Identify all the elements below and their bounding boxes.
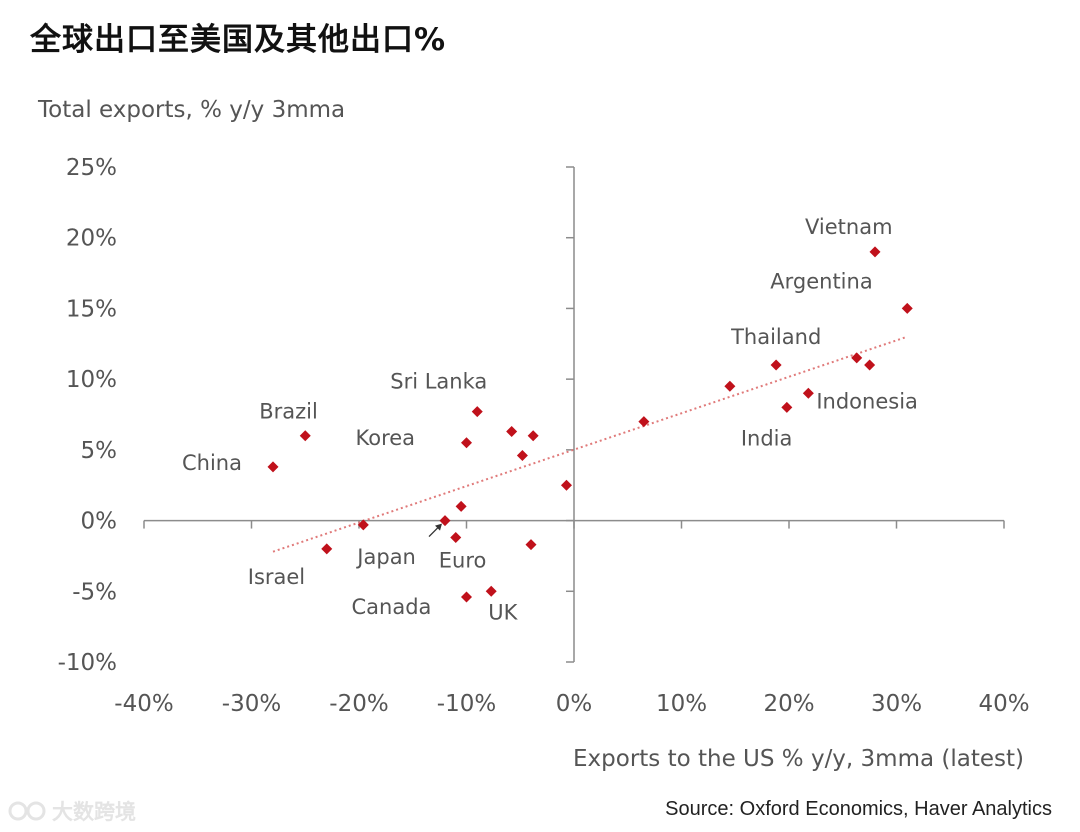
y-tick-label: 10% bbox=[66, 367, 117, 393]
data-point bbox=[869, 246, 881, 258]
trendline-layer bbox=[272, 335, 908, 553]
x-tick-label: -40% bbox=[114, 691, 173, 717]
watermark-logo-icon bbox=[8, 801, 46, 821]
data-point bbox=[461, 591, 472, 603]
data-point bbox=[267, 461, 279, 473]
point-labels-layer: Vietnam Argentina Thailand Indonesia India Br… bbox=[182, 215, 918, 624]
point-label-china: China bbox=[182, 451, 242, 475]
data-point bbox=[781, 401, 793, 413]
scatter-chart: -40% -30% -20% -10% 0% 10% 20% 30% 40% 25% 20% 15% 1… bbox=[37, 97, 1030, 772]
point-label-vietnam: Vietnam bbox=[805, 215, 893, 239]
data-point bbox=[299, 430, 311, 442]
data-point bbox=[439, 515, 451, 527]
data-point bbox=[321, 543, 333, 555]
data-point bbox=[525, 539, 537, 551]
y-tick-label: 25% bbox=[66, 155, 117, 181]
point-label-japan: Japan bbox=[355, 545, 416, 569]
y-tick-label: 5% bbox=[81, 438, 118, 464]
y-tick-label: 0% bbox=[81, 509, 118, 535]
data-point bbox=[485, 585, 497, 597]
x-axis-title: Exports to the US % y/y, 3mma (latest) bbox=[573, 746, 1024, 772]
data-point bbox=[506, 425, 518, 437]
point-label-euro: Euro bbox=[439, 549, 487, 573]
data-point bbox=[638, 416, 650, 428]
point-label-canada: Canada bbox=[352, 595, 432, 619]
watermark: 大数跨境 bbox=[8, 796, 136, 826]
x-tick-label: -30% bbox=[222, 691, 281, 717]
x-tick-label: -20% bbox=[329, 691, 388, 717]
y-tick-label: 20% bbox=[66, 226, 117, 252]
x-tick-label: 0% bbox=[556, 691, 593, 717]
axes: -40% -30% -20% -10% 0% 10% 20% 30% 40% 25% 20% 15% 1… bbox=[58, 155, 1030, 717]
point-label-brazil: Brazil bbox=[259, 400, 318, 424]
data-point bbox=[357, 519, 369, 531]
point-label-israel: Israel bbox=[248, 565, 305, 589]
point-label-indonesia: Indonesia bbox=[816, 389, 918, 413]
data-point bbox=[770, 359, 782, 371]
data-point bbox=[450, 532, 462, 544]
source-note: Source: Oxford Economics, Haver Analytic… bbox=[665, 798, 1052, 820]
point-label-sri-lanka: Sri Lanka bbox=[390, 370, 487, 394]
x-tick-label: 20% bbox=[763, 691, 814, 717]
point-label-india: India bbox=[741, 426, 793, 450]
data-point bbox=[901, 302, 913, 314]
data-point bbox=[527, 430, 539, 442]
x-tick-label: -10% bbox=[437, 691, 496, 717]
data-point bbox=[516, 450, 528, 462]
data-point bbox=[864, 359, 876, 371]
page-title: 全球出口至美国及其他出口% bbox=[30, 22, 447, 58]
points-layer bbox=[267, 246, 913, 603]
point-label-uk: UK bbox=[488, 600, 518, 624]
y-tick-label: -5% bbox=[72, 579, 117, 605]
x-tick-label: 10% bbox=[656, 691, 707, 717]
data-point bbox=[461, 437, 472, 449]
point-label-korea: Korea bbox=[356, 426, 416, 450]
data-point bbox=[851, 352, 863, 364]
x-tick-label: 40% bbox=[978, 691, 1029, 717]
data-point bbox=[455, 500, 467, 512]
data-point bbox=[471, 406, 483, 418]
data-point bbox=[724, 380, 736, 392]
y-axis-title: Total exports, % y/y 3mma bbox=[37, 97, 345, 123]
x-tick-label: 30% bbox=[871, 691, 922, 717]
y-tick-label: 15% bbox=[66, 296, 117, 322]
point-label-argentina: Argentina bbox=[770, 269, 872, 293]
data-point bbox=[560, 479, 572, 491]
leader-arrowhead bbox=[435, 523, 442, 531]
trendline bbox=[272, 335, 908, 553]
point-label-thailand: Thailand bbox=[730, 325, 821, 349]
data-point bbox=[802, 387, 814, 399]
watermark-text: 大数跨境 bbox=[52, 800, 136, 824]
y-tick-label: -10% bbox=[58, 650, 117, 676]
